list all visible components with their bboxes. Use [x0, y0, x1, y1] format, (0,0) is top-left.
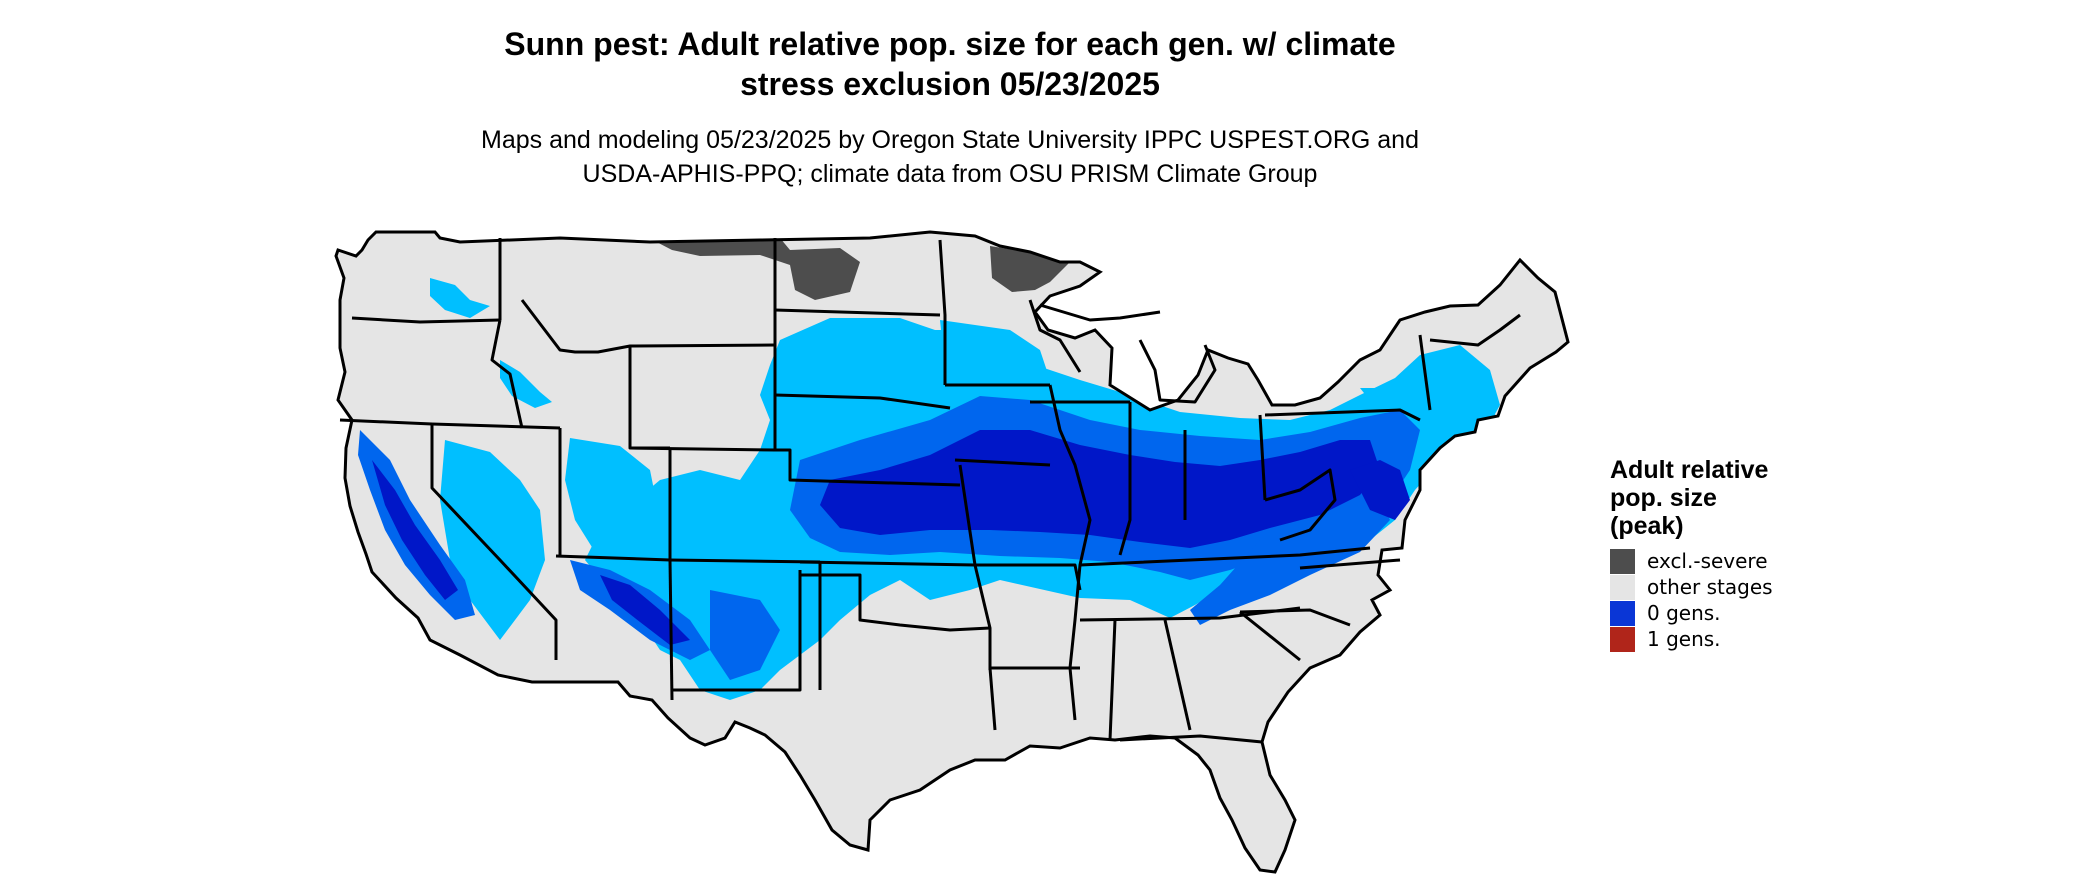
id-west-border — [490, 319, 524, 429]
legend-label: other stages — [1647, 575, 1773, 599]
legend-item-0-gens: 0 gens. — [1610, 600, 1773, 626]
ks-mo-border — [958, 464, 977, 566]
subtitle-line-1: Maps and modeling 05/23/2025 by Oregon S… — [481, 126, 1419, 154]
ga-fl-border — [1119, 734, 1263, 744]
legend-swatch — [1610, 626, 1635, 652]
ca-nv-border — [430, 424, 558, 660]
darkblue-midatlantic — [1350, 460, 1410, 520]
legend-swatch — [1610, 574, 1635, 600]
midblue-newmexico — [710, 590, 780, 680]
map-title: Sunn pest: Adult relative pop. size for … — [0, 24, 1900, 104]
az-nm-border — [668, 559, 674, 701]
or-nv-id-border — [431, 422, 561, 430]
ms-al-border — [1108, 619, 1117, 741]
nd-sd-border — [774, 308, 941, 317]
wi-mi-border — [1028, 299, 1082, 373]
oh-pa-border — [1258, 414, 1267, 501]
mississippi-river — [1048, 384, 1092, 721]
mi-upper-peninsula — [1039, 303, 1161, 322]
state-borders — [339, 238, 1521, 744]
va-nc-border — [1299, 558, 1401, 570]
cyan-minnesota — [940, 320, 1050, 392]
sd-ne-border — [774, 393, 951, 410]
or-ca-border — [339, 418, 433, 426]
pa-ny-border — [1264, 408, 1421, 422]
darkblue-arizona-rim — [600, 575, 690, 645]
model-shading — [358, 236, 1500, 700]
ia-mo-border — [954, 458, 1051, 467]
legend-label: 0 gens. — [1647, 601, 1721, 625]
mt-wy-border — [629, 343, 776, 348]
wv-outline — [1264, 468, 1337, 542]
legend-title-line: pop. size — [1610, 484, 1717, 512]
wy-outline — [628, 345, 777, 452]
mi-lower-peninsula — [1138, 339, 1217, 404]
ny-vt-nh — [1418, 334, 1432, 411]
ok-tx-border — [800, 573, 991, 632]
cyan-idaho — [500, 360, 552, 408]
legend-title: Adult relative pop. size (peak) — [1610, 456, 1773, 540]
mn-west-border — [938, 239, 947, 385]
ga-sc-border — [1239, 610, 1301, 662]
title-line-2: stress exclusion 05/23/2025 — [740, 66, 1160, 102]
legend-label: excl.-severe — [1647, 549, 1768, 573]
darkblue-california — [372, 460, 458, 600]
ks-ok-border — [799, 560, 976, 567]
legend-swatch — [1610, 600, 1635, 626]
ky-tn-border — [1079, 546, 1371, 567]
legend-swatch — [1610, 548, 1635, 574]
legend-item-excluded: excl.-severe — [1610, 548, 1773, 574]
nc-sc-border — [1239, 608, 1351, 627]
ne-ks-border — [775, 448, 961, 487]
il-in-border — [1118, 402, 1132, 556]
excluded-severe-region — [645, 236, 860, 300]
midblue-appalachia — [1190, 480, 1390, 625]
legend: Adult relative pop. size (peak) excl.-se… — [1610, 456, 1773, 652]
legend-title-line: Adult relative — [1610, 456, 1769, 484]
legend-title-line: (peak) — [1610, 512, 1684, 540]
legend-label: 1 gens. — [1647, 627, 1721, 651]
legend-item-1-gens: 1 gens. — [1610, 626, 1773, 652]
cyan-utah — [565, 438, 660, 560]
nm-tx-border — [672, 570, 802, 692]
legend-item-other-stages: other stages — [1610, 574, 1773, 600]
wa-or-border — [351, 316, 501, 324]
map-subtitle: Maps and modeling 05/23/2025 by Oregon S… — [0, 123, 1900, 191]
subtitle-line-2: USDA-APHIS-PPQ; climate data from OSU PR… — [582, 160, 1318, 188]
cyan-northwest — [430, 278, 490, 318]
al-ga-border — [1163, 619, 1192, 731]
new-england — [1429, 313, 1521, 347]
ok-east — [973, 564, 992, 670]
la-tx-border — [988, 667, 997, 731]
title-line-1: Sunn pest: Adult relative pop. size for … — [504, 26, 1396, 62]
